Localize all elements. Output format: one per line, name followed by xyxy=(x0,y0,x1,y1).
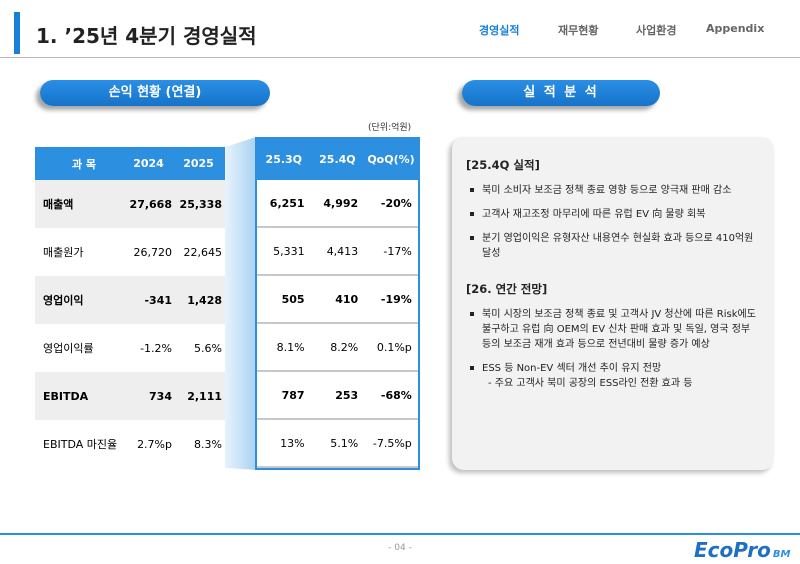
bullet-list: 북미 시장의 보조금 정책 종료 및 고객사 JV 청산에 따른 Risk에도 … xyxy=(466,307,760,376)
section-heading: [26. 연간 전망] xyxy=(466,282,548,296)
table-cell: 8.1% xyxy=(276,340,305,354)
table-cell: 25,338 xyxy=(179,197,222,211)
table-row: EBITDA 734 2,111 xyxy=(35,372,225,420)
table-cell: EBITDA 마진율 xyxy=(43,438,118,451)
quarter-table: 25.3Q 25.4Q QoQ(%) 6,251 4,992 -20% 5,331 4,… xyxy=(255,137,420,470)
bullet: 북미 시장의 보조금 정책 종료 및 고객사 JV 청산에 따른 Risk에도 … xyxy=(470,307,760,352)
table-cell: 22,645 xyxy=(183,245,223,259)
table-cell: 13% xyxy=(280,436,305,450)
page-number: - 04 - xyxy=(388,543,412,553)
logo: EcoPro BM xyxy=(694,538,790,562)
logo-suffix: BM xyxy=(772,549,791,560)
bullet-list: 북미 소비자 보조금 정책 종료 영향 등으로 양극재 판매 감소 고객사 재고… xyxy=(466,183,760,261)
table-cell: 4,992 xyxy=(323,196,359,210)
table-cell: 27,668 xyxy=(129,197,172,211)
table-cell: -341 xyxy=(144,293,172,307)
table-cell: -1.2% xyxy=(140,341,172,355)
header-cell: QoQ(%) xyxy=(367,153,415,166)
table-row: EBITDA 마진율 2.7%p 8.3% xyxy=(35,420,225,468)
table-body: 매출액 27,668 25,338 매출원가 26,720 22,645 영업이익 -341 1… xyxy=(35,180,225,468)
table-cell: 8.2% xyxy=(330,340,359,354)
table-body: 6,251 4,992 -20% 5,331 4,413 -17% 505 410 -19% 8.… xyxy=(257,180,418,468)
nav-item[interactable]: Appendix xyxy=(706,22,765,35)
table-cell: 5,331 xyxy=(273,244,305,258)
table-cell: 505 xyxy=(281,292,305,306)
table-row: 영업이익률 -1.2% 5.6% xyxy=(35,324,225,372)
table-cell: 매출원가 xyxy=(43,246,84,259)
table-cell: -19% xyxy=(380,292,412,306)
table-row: 8.1% 8.2% 0.1%p xyxy=(257,324,418,372)
table-row: 505 410 -19% xyxy=(257,276,418,324)
table-cell: 410 xyxy=(335,292,359,306)
table-cell: 8.3% xyxy=(194,437,222,451)
table-cell: 영업이익 xyxy=(43,294,84,307)
header-cell: 2025 xyxy=(183,157,214,170)
nav-item[interactable]: 사업환경 xyxy=(636,24,677,37)
table-cell: 매출액 xyxy=(43,198,74,211)
table-cell: 5.6% xyxy=(194,341,222,355)
table-cell: -17% xyxy=(383,244,412,258)
connector-shape xyxy=(225,137,256,470)
table-cell: 4,413 xyxy=(326,244,359,258)
table-cell: -7.5%p xyxy=(372,436,412,450)
table-cell: 0.1%p xyxy=(376,340,412,354)
table-cell: 1,428 xyxy=(187,293,222,307)
header-cell: 25.3Q xyxy=(265,153,303,166)
section-pill: 손익 현황 (연결) xyxy=(40,80,270,106)
bullet: ESS 등 Non-EV 섹터 개선 추이 유지 전망 xyxy=(470,361,760,376)
table-cell: 787 xyxy=(281,388,305,402)
table-row: 6,251 4,992 -20% xyxy=(257,180,418,228)
section-heading: [25.4Q 실적] xyxy=(466,158,540,172)
table-cell: EBITDA xyxy=(43,389,89,403)
header-rule xyxy=(0,57,800,58)
table-row: 매출원가 26,720 22,645 xyxy=(35,228,225,276)
analysis-box: [25.4Q 실적] 북미 소비자 보조금 정책 종료 영향 등으로 양극재 판… xyxy=(452,137,774,470)
nav-item[interactable]: 경영실적 xyxy=(479,24,520,37)
sub-bullet: - 주요 고객사 북미 공장의 ESS라인 전환 효과 등 xyxy=(488,378,693,389)
accent-bar xyxy=(14,12,20,54)
table-cell: 26,720 xyxy=(133,245,173,259)
table-cell: 5.1% xyxy=(330,436,359,450)
table-row: 5,331 4,413 -17% xyxy=(257,228,418,276)
header-cell: 2024 xyxy=(133,157,164,170)
table-row: 매출액 27,668 25,338 xyxy=(35,180,225,228)
header-cell: 25.4Q xyxy=(319,153,356,166)
logo-text: EcoPro xyxy=(694,538,771,562)
table-cell: 2,111 xyxy=(187,389,222,403)
table-row: 787 253 -68% xyxy=(257,372,418,420)
table-cell: -20% xyxy=(380,196,412,210)
table-row: 13% 5.1% -7.5%p xyxy=(257,420,418,468)
table-cell: 734 xyxy=(149,389,172,403)
table-cell: 영업이익률 xyxy=(43,342,94,355)
table-header: 과 목 2024 2025 xyxy=(35,147,225,180)
table-cell: 6,251 xyxy=(269,196,305,210)
header-cell: 과 목 xyxy=(71,157,97,171)
slide-title: 1. ’25년 4분기 경영실적 xyxy=(36,24,257,48)
section-pill: 실 적 분 석 xyxy=(462,80,660,106)
nav-item[interactable]: 재무현황 xyxy=(558,24,599,37)
table-row: 영업이익 -341 1,428 xyxy=(35,276,225,324)
footer-rule xyxy=(0,533,800,535)
table-header: 25.3Q 25.4Q QoQ(%) xyxy=(257,139,418,180)
table-cell: 253 xyxy=(335,388,359,402)
table-cell: 2.7%p xyxy=(137,437,172,451)
bullet: 분기 영업이익은 유형자산 내용연수 현실화 효과 등으로 410억원 달성 xyxy=(470,231,760,261)
unit-label: (단위:억원) xyxy=(368,123,412,133)
bullet: 고객사 재고조정 마무리에 따른 유럽 EV 向 물량 회복 xyxy=(470,207,760,222)
bullet: 북미 소비자 보조금 정책 종료 영향 등으로 양극재 판매 감소 xyxy=(470,183,760,198)
table-cell: -68% xyxy=(380,388,412,402)
